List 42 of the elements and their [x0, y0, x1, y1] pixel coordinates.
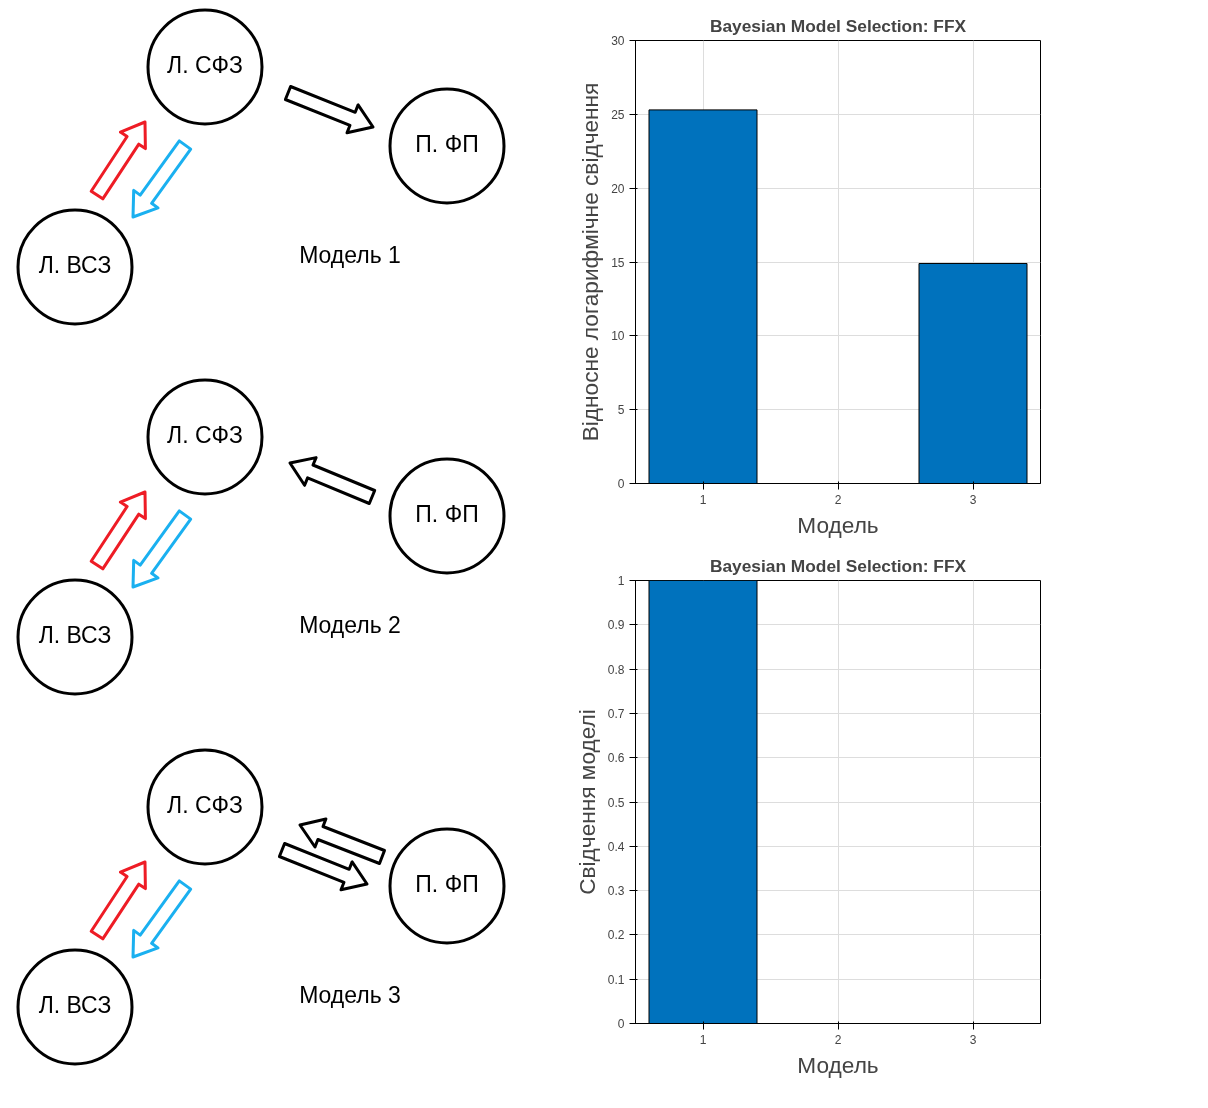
x-tick-label: 1: [699, 492, 707, 507]
text: Л. ВСЗ: [38, 252, 112, 279]
y-tick-label: 0: [617, 1017, 625, 1031]
y-tick-label: 0.2: [607, 928, 625, 943]
x-axis-title: Модель: [797, 511, 879, 538]
text: Л. СФЗ: [167, 52, 243, 79]
y-tick-label: 15: [611, 255, 625, 270]
text: Модель 2: [299, 612, 401, 639]
y-tick-label: 0.8: [607, 662, 625, 677]
text: Л. ВСЗ: [38, 992, 112, 1019]
text: П. ФП: [415, 501, 479, 528]
y-tick-label: 0.1: [607, 972, 625, 987]
chart-title: Bayesian Model Selection: FFX: [709, 15, 967, 36]
text: Модель 1: [299, 242, 401, 269]
y-axis-title: Відносне логарифмічне свідчення: [577, 82, 604, 442]
x-tick-label: 1: [699, 1032, 707, 1047]
y-tick-label: 0.7: [607, 706, 625, 721]
y-tick-label: 0.3: [607, 884, 625, 899]
y-tick-label: 10: [611, 329, 625, 344]
text: Л. ВСЗ: [38, 622, 112, 649]
y-tick-label: 0.4: [607, 839, 625, 854]
y-tick-label: 5: [617, 403, 625, 418]
y-tick-label: 0.5: [607, 795, 625, 810]
text: Л. СФЗ: [167, 422, 243, 449]
chart-title: Bayesian Model Selection: FFX: [709, 555, 967, 576]
y-tick-label: 0: [617, 477, 625, 491]
y-tick-label: 20: [611, 181, 625, 196]
text: Модель 3: [299, 982, 401, 1009]
y-tick-label: 0.9: [607, 618, 625, 633]
text: Л. СФЗ: [167, 792, 243, 819]
y-axis-title: Свідчення моделі: [573, 709, 600, 895]
x-tick-label: 2: [834, 492, 842, 507]
y-tick-label: 1: [617, 574, 625, 588]
x-tick-label: 3: [969, 1032, 977, 1047]
y-tick-label: 30: [611, 34, 625, 48]
text: П. ФП: [415, 871, 479, 898]
y-tick-label: 25: [611, 107, 625, 122]
text: П. ФП: [415, 131, 479, 158]
x-tick-label: 2: [834, 1032, 842, 1047]
y-tick-label: 0.6: [607, 751, 625, 766]
x-tick-label: 3: [969, 492, 977, 507]
x-axis-title: Модель: [797, 1051, 879, 1078]
